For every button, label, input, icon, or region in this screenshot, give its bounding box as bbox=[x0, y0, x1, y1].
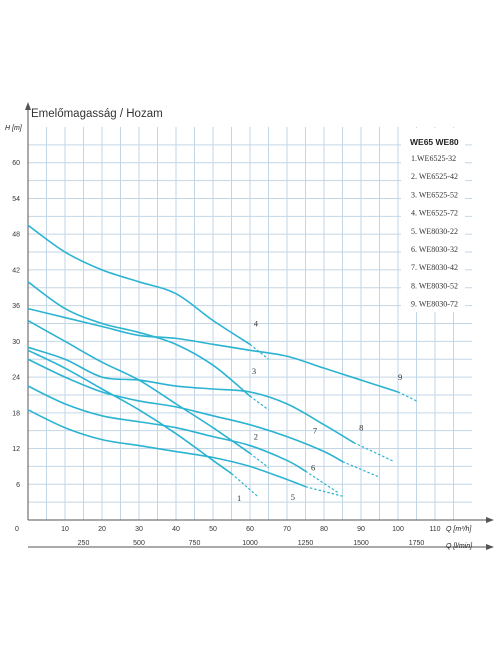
y-tick-label: 54 bbox=[12, 196, 20, 203]
x2-tick-label: 1000 bbox=[242, 540, 258, 547]
legend: WE65 WE80 1.WE6525-32 2. WE6525-42 3. WE65… bbox=[401, 128, 465, 312]
x-tick-label: 60 bbox=[246, 526, 254, 533]
y-tick-label: 42 bbox=[12, 267, 20, 274]
legend-item: 8. WE8030-52 bbox=[411, 281, 458, 290]
curve-label-4: 4 bbox=[254, 318, 259, 328]
x-axis-arrow bbox=[486, 517, 494, 523]
curve-label-9: 9 bbox=[398, 372, 402, 382]
x-tick-label: 10 bbox=[61, 526, 69, 533]
x-tick-label: 20 bbox=[98, 526, 106, 533]
pump-curve-extension-9 bbox=[397, 391, 417, 402]
x-tick-label: 70 bbox=[283, 526, 291, 533]
curve-label-8: 8 bbox=[359, 423, 363, 433]
pump-curve-1 bbox=[27, 349, 233, 475]
x2-tick-label: 250 bbox=[78, 540, 90, 547]
legend-item: 6. WE8030-32 bbox=[411, 245, 458, 254]
x2-tick-label: 1500 bbox=[353, 540, 369, 547]
pump-curve-extension-8 bbox=[353, 442, 395, 463]
x2-tick-label: 500 bbox=[133, 540, 145, 547]
pump-curve-extension-7 bbox=[342, 461, 380, 478]
pump-curve-4 bbox=[27, 224, 251, 346]
x-tick-label: 110 bbox=[429, 526, 440, 533]
x2-tick-label: 750 bbox=[189, 540, 201, 547]
legend-item: 2. WE6525-42 bbox=[411, 172, 458, 181]
x2-axis-arrow bbox=[486, 544, 494, 550]
pump-curve-9 bbox=[27, 307, 399, 393]
legend-item: 4. WE6525-72 bbox=[411, 209, 458, 218]
y-axis-title: H [m] bbox=[5, 125, 23, 132]
pump-curve-extension-6 bbox=[305, 470, 340, 494]
pump-curve-6 bbox=[27, 385, 307, 472]
legend-item: 7. WE8030-42 bbox=[411, 263, 458, 272]
x-tick-label: 0 bbox=[15, 526, 19, 533]
pump-curve-7 bbox=[27, 358, 344, 463]
pump-curve-extension-3 bbox=[249, 395, 269, 411]
pump-curve-8 bbox=[27, 346, 355, 444]
curve-label-6: 6 bbox=[311, 463, 315, 473]
curve-label-1: 1 bbox=[237, 493, 241, 503]
y-tick-label: 6 bbox=[16, 482, 20, 489]
x-tick-label: 100 bbox=[392, 526, 404, 533]
pump-curve-extension-1 bbox=[231, 473, 258, 497]
x-tick-label: 50 bbox=[209, 526, 217, 533]
pump-curves: 1 2 3 4 5 6 7 8 9 bbox=[27, 224, 417, 503]
pump-curve-5 bbox=[27, 409, 307, 488]
y-tick-label: 36 bbox=[12, 303, 20, 310]
legend-box bbox=[401, 128, 465, 312]
pump-curve-3 bbox=[27, 281, 251, 397]
curve-label-2: 2 bbox=[254, 432, 258, 442]
legend-item: 5. WE8030-22 bbox=[411, 227, 458, 236]
x-tick-label: 90 bbox=[357, 526, 365, 533]
x2-tick-label: 1250 bbox=[298, 540, 314, 547]
grid-lines bbox=[28, 127, 472, 520]
legend-title: WE65 WE80 bbox=[410, 137, 459, 147]
x-axis-title: Q [m³/h] bbox=[446, 526, 472, 533]
pump-curve-extension-5 bbox=[305, 486, 343, 497]
pump-curve-extension-4 bbox=[249, 343, 269, 360]
x2-tick-label: 1750 bbox=[409, 540, 425, 547]
pump-curve-extension-2 bbox=[249, 452, 269, 469]
y-tick-label: 24 bbox=[12, 375, 20, 382]
legend-item: 9. WE8030-72 bbox=[411, 300, 458, 309]
chart-title: Emelőmagasság / Hozam bbox=[31, 108, 163, 120]
legend-item: 1.WE6525-32 bbox=[411, 154, 456, 163]
y-tick-label: 18 bbox=[12, 410, 20, 417]
curve-label-5: 5 bbox=[291, 492, 295, 502]
legend-item: 3. WE6525-52 bbox=[411, 190, 458, 199]
y-tick-label: 30 bbox=[12, 339, 20, 346]
x-tick-label: 40 bbox=[172, 526, 180, 533]
y-tick-label: 60 bbox=[12, 160, 20, 167]
y-axis-arrow bbox=[25, 102, 31, 110]
curve-label-3: 3 bbox=[252, 366, 256, 376]
y-tick-label: 48 bbox=[12, 232, 20, 239]
x-tick-label: 30 bbox=[135, 526, 143, 533]
x-tick-label: 80 bbox=[320, 526, 328, 533]
curve-label-7: 7 bbox=[313, 426, 317, 436]
y-tick-label: 12 bbox=[12, 446, 20, 453]
x2-axis-title: Q [l/min] bbox=[446, 543, 473, 550]
